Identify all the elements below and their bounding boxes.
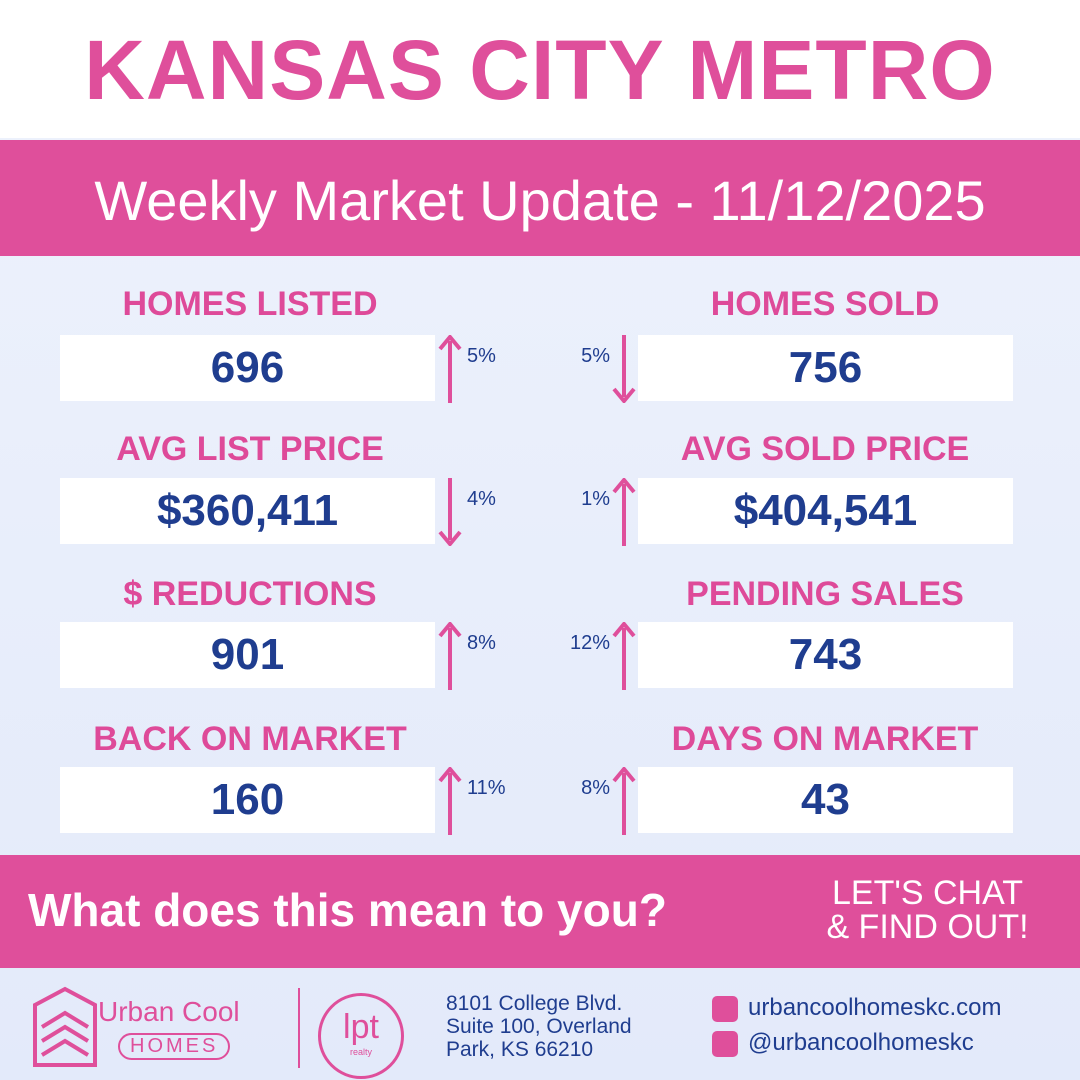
stat-change: 11% (467, 777, 506, 799)
header-bg (0, 0, 1080, 138)
address-line: 8101 College Blvd. (446, 992, 623, 1015)
stat-value: 756 (638, 335, 1013, 401)
trend-arrow-down (438, 478, 462, 546)
trend-arrow-up (438, 335, 462, 403)
stat-change: 12% (569, 632, 610, 654)
stat-value: 743 (638, 622, 1013, 688)
stat-value: 43 (638, 767, 1013, 833)
stat-value: 696 (60, 335, 435, 401)
stat-label: $ REDUCTIONS (123, 575, 377, 613)
brand-tag: HOMES (118, 1033, 231, 1060)
stat-change: 5% (467, 345, 496, 367)
trend-arrow-down (612, 335, 636, 403)
social[interactable]: @urbancoolhomeskc (748, 1029, 974, 1056)
stat-label: HOMES SOLD (710, 285, 940, 323)
stat-change: 5% (581, 345, 610, 367)
stat-value: $360,411 (60, 478, 435, 544)
stat-label: AVG LIST PRICE (116, 430, 384, 468)
stat-label: DAYS ON MARKET (671, 720, 979, 758)
cta-action: LET'S CHAT & FIND OUT! (800, 876, 1055, 944)
title: KANSAS CITY METRO (84, 23, 996, 117)
stat-label: AVG SOLD PRICE (680, 430, 970, 468)
trend-arrow-up (438, 767, 462, 835)
stat-change: 8% (467, 632, 496, 654)
stat-change: 8% (581, 777, 610, 799)
web-icon (712, 996, 738, 1022)
cta-question: What does this mean to you? (28, 884, 667, 936)
social-icon (712, 1031, 738, 1057)
trend-arrow-up (438, 622, 462, 690)
stat-label: HOMES LISTED (122, 285, 378, 323)
stat-label: BACK ON MARKET (93, 720, 407, 758)
stat-value: 901 (60, 622, 435, 688)
stat-change: 1% (581, 488, 610, 510)
address-line: Suite 100, Overland (446, 1015, 632, 1038)
subtitle: Weekly Market Update - 11/12/2025 (94, 169, 986, 232)
website[interactable]: urbancoolhomeskc.com (748, 994, 1002, 1021)
address-line: Park, KS 66210 (446, 1038, 594, 1061)
partner-tag: realty (349, 1047, 372, 1057)
trend-arrow-up (612, 767, 636, 835)
stat-value: 160 (60, 767, 435, 833)
cta-line: & FIND OUT! (826, 908, 1029, 946)
address: 8101 College Blvd. Suite 100, Overland P… (446, 992, 632, 1061)
cta-band (0, 855, 1080, 968)
stat-change: 4% (467, 488, 496, 510)
trend-arrow-up (612, 478, 636, 546)
subtitle-band (0, 140, 1080, 256)
partner-name: lpt (343, 1008, 379, 1046)
brand-name: Urban Cool (98, 996, 240, 1027)
stat-value: $404,541 (638, 478, 1013, 544)
divider (298, 988, 300, 1068)
brand-logo (33, 986, 97, 1067)
partner-logo: lpt realty (318, 993, 404, 1079)
cta-line: LET'S CHAT (831, 874, 1023, 912)
trend-arrow-up (612, 622, 636, 690)
stat-label: PENDING SALES (686, 575, 964, 613)
